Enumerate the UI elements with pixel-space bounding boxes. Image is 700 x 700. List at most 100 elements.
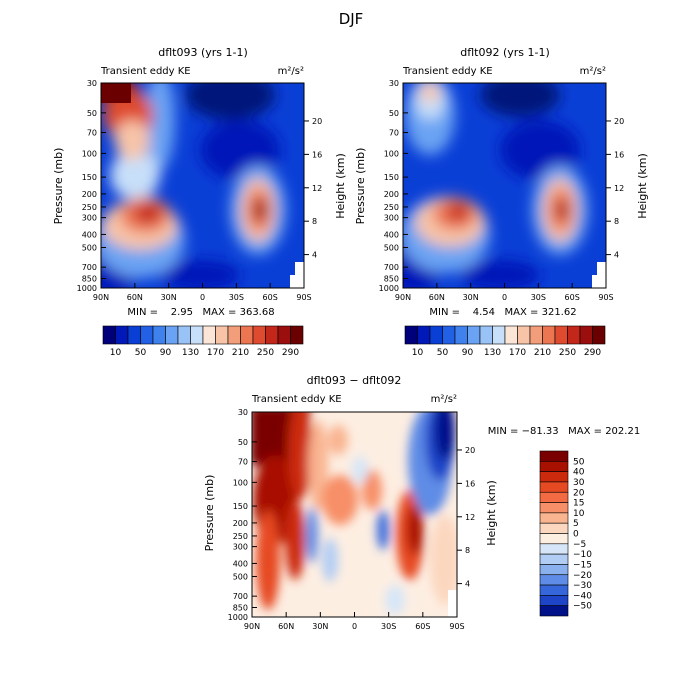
colorbar-label: 210: [232, 348, 249, 358]
colorbar-label: −15: [573, 560, 592, 570]
colorbar-label: −10: [573, 550, 592, 560]
y-tick-label: 70: [389, 129, 399, 138]
panel-2-ylabel-right: Height (km): [636, 153, 649, 219]
y-tick-label: 50: [238, 438, 248, 447]
colorbar-swatch: [429, 325, 443, 345]
panel-1-ylabel: Pressure (mb): [52, 148, 65, 225]
colorbar-label: −50: [573, 602, 592, 612]
colorbar-swatch: [454, 325, 468, 345]
y-tick-label: 30: [238, 408, 248, 417]
colorbar-swatch: [539, 522, 569, 534]
y-tick-label: 70: [238, 458, 248, 467]
colorbar-swatch: [404, 325, 418, 345]
colorbar-label: 50: [573, 457, 585, 467]
height-tick-label: 20: [614, 117, 624, 126]
colorbar-label: 10: [412, 348, 424, 358]
y-tick-label: 150: [233, 502, 248, 511]
x-tick-label: 60S: [263, 293, 278, 302]
height-tick-label: 20: [312, 117, 322, 126]
y-tick-label: 850: [233, 603, 248, 612]
colorbar-label: 290: [584, 348, 601, 358]
colorbar-swatch: [592, 325, 606, 345]
x-tick-label: 0: [502, 293, 507, 302]
x-tick-label: 60N: [429, 293, 445, 302]
panel-3-axes: 90N 60N 30N 0 30S 60S 90S 30 50 70 100 150 200 250 300…: [228, 408, 476, 631]
colorbar-swatch: [539, 481, 569, 493]
y-tick-label: 100: [233, 478, 248, 487]
colorbar-swatch: [539, 605, 569, 617]
x-tick-label: 90S: [449, 622, 464, 631]
y-tick-label: 700: [82, 263, 97, 272]
colorbar-swatch: [177, 325, 191, 345]
y-tick-label: 200: [233, 519, 248, 528]
y-tick-label: 100: [82, 149, 97, 158]
panel-1-axes: 90N 60N 30N 0 30S 60S 90S 30 50 70 100 150 200 250 300…: [77, 79, 323, 302]
colorbar-swatch: [539, 502, 569, 514]
colorbar-swatch: [240, 325, 254, 345]
panel-2-title: dflt092 (yrs 1-1): [460, 46, 550, 59]
colorbar-swatch: [290, 325, 304, 345]
y-tick-label: 1000: [228, 613, 248, 622]
height-tick-label: 16: [614, 150, 624, 159]
colorbar-label: 250: [257, 348, 274, 358]
panel-1-stats: MIN = 2.95 MAX = 363.68: [127, 307, 274, 318]
height-tick-label: 20: [465, 446, 475, 455]
colorbar-label: 90: [160, 348, 172, 358]
colorbar-swatch: [467, 325, 481, 345]
height-tick-label: 4: [614, 251, 619, 260]
colorbar-label: 10: [573, 509, 585, 519]
y-tick-label: 400: [233, 559, 248, 568]
x-tick-label: 90S: [598, 293, 613, 302]
colorbar-swatch: [215, 325, 229, 345]
panel-2-axes: 90N 60N 30N 0 30S 60S 90S 30 50 70 100 150 200 250 300…: [379, 79, 625, 302]
panel-3-units: m²/s²: [431, 394, 457, 405]
colorbar-swatch: [539, 553, 569, 565]
colorbar-swatch: [579, 325, 593, 345]
colorbar-label: −30: [573, 581, 592, 591]
y-tick-label: 1000: [77, 284, 97, 293]
panel-3: dflt093 − dflt092 Transient eddy KE m²/s…: [203, 374, 640, 631]
y-tick-label: 150: [82, 173, 97, 182]
y-tick-label: 100: [384, 149, 399, 158]
height-tick-label: 16: [465, 479, 475, 488]
x-tick-label: 90N: [395, 293, 411, 302]
colorbar-swatch: [190, 325, 204, 345]
colorbar-swatch: [539, 533, 569, 545]
colorbar-label: 290: [282, 348, 299, 358]
panel-3-stats: MIN = −81.33 MAX = 202.21: [488, 426, 640, 437]
colorbar-swatch: [265, 325, 279, 345]
colorbar-swatch: [479, 325, 493, 345]
colorbar-swatch: [539, 543, 569, 555]
x-tick-label: 90N: [244, 622, 260, 631]
y-tick-label: 400: [384, 230, 399, 239]
panel-3-title: dflt093 − dflt092: [307, 374, 402, 387]
colorbar-swatch: [539, 461, 569, 472]
colorbar-label: −20: [573, 571, 592, 581]
panel-2-field: [403, 83, 606, 288]
y-tick-label: 300: [384, 214, 399, 223]
panel-2-ylabel: Pressure (mb): [354, 148, 367, 225]
colorbar-label: 5: [573, 519, 579, 529]
x-tick-label: 30N: [463, 293, 479, 302]
colorbar-swatch: [539, 491, 569, 503]
y-tick-label: 700: [233, 592, 248, 601]
panel-3-subtitle: Transient eddy KE: [251, 394, 342, 405]
colorbar-swatch: [539, 584, 569, 596]
colorbar-swatch: [140, 325, 154, 345]
panel-3-ylabel-right: Height (km): [485, 480, 498, 546]
colorbar-label: 40: [573, 468, 585, 478]
panel-1-ylabel-right: Height (km): [334, 153, 347, 219]
colorbar-label: 130: [182, 348, 199, 358]
height-tick-label: 12: [465, 513, 475, 522]
x-tick-label: 30S: [531, 293, 546, 302]
x-tick-label: 0: [352, 622, 357, 631]
colorbar-swatch: [152, 325, 166, 345]
panel-2-stats: MIN = 4.54 MAX = 321.62: [429, 307, 576, 318]
y-tick-label: 50: [87, 109, 97, 118]
height-tick-label: 8: [614, 217, 619, 226]
colorbar-swatch: [252, 325, 266, 345]
y-tick-label: 50: [389, 109, 399, 118]
colorbar-label: 50: [135, 348, 147, 358]
height-tick-label: 4: [312, 251, 317, 260]
